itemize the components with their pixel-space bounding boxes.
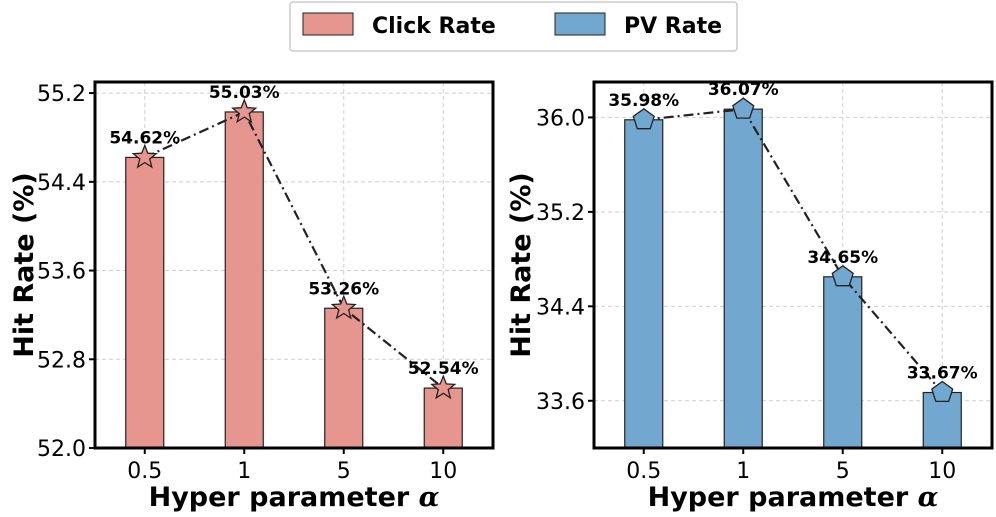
- right-trend-polyline: [643, 107, 944, 394]
- left-data-label: 54.62%: [109, 128, 180, 148]
- left-trend-line: [144, 110, 444, 389]
- left-markers: [131, 98, 457, 400]
- right-ytick-label: 36.0: [536, 106, 585, 131]
- right-plot-frame: [592, 80, 994, 450]
- right-data-labels: 35.98% 36.07% 34.65% 33.67%: [608, 80, 977, 383]
- left-ytick-label: 52.0: [37, 437, 86, 462]
- legend-swatch-pv-rate: [554, 12, 606, 36]
- right-bar: [922, 391, 962, 449]
- left-ytick-label: 52.8: [37, 348, 86, 373]
- left-star-marker: [430, 374, 457, 400]
- left-star-marker: [231, 98, 258, 124]
- right-data-label: 33.67%: [907, 364, 978, 384]
- right-xtick-label: 0.5: [626, 459, 661, 484]
- pv-rate-chart: 35.98% 36.07% 34.65% 33.67% 33.6 34.4 35.2 36.…: [506, 80, 994, 513]
- right-data-label: 35.98%: [608, 91, 679, 111]
- right-y-axis: 33.6 34.4 35.2 36.0: [536, 106, 594, 415]
- left-data-label: 52.54%: [408, 359, 479, 379]
- click-rate-chart: 54.62% 55.03% 53.26% 52.54% 52.0 52.8 53.6 54.…: [9, 80, 495, 513]
- right-bars: [624, 108, 962, 449]
- right-bar: [823, 276, 863, 449]
- right-bar: [723, 108, 763, 449]
- left-xtick-label: 0.5: [127, 459, 162, 484]
- left-ytick-label: 54.4: [37, 171, 86, 196]
- left-bars: [125, 111, 463, 449]
- left-data-labels: 54.62% 55.03% 53.26% 52.54%: [109, 83, 478, 379]
- legend-label-click-rate: Click Rate: [372, 14, 496, 39]
- left-ytick-label: 55.2: [37, 82, 86, 107]
- left-xtick-label: 10: [429, 459, 457, 484]
- right-x-axis-title: Hyper parameter α: [648, 482, 939, 513]
- right-xtick-label: 10: [928, 459, 956, 484]
- legend-label-pv-rate: PV Rate: [624, 14, 722, 39]
- right-ytick-label: 34.4: [536, 295, 585, 320]
- right-trend-line: [643, 107, 944, 394]
- right-ytick-label: 35.2: [536, 201, 585, 226]
- left-trend-polyline: [144, 110, 444, 389]
- right-xtick-label: 1: [736, 459, 750, 484]
- left-bar: [125, 156, 165, 449]
- left-plot-frame: [93, 80, 495, 450]
- right-data-label: 34.65%: [807, 248, 878, 268]
- right-ytick-label: 33.6: [536, 390, 585, 415]
- left-star-marker: [330, 294, 357, 320]
- left-y-axis: 52.0 52.8 53.6 54.4 55.2: [37, 82, 95, 462]
- left-star-marker: [131, 143, 158, 169]
- left-data-label: 55.03%: [209, 83, 280, 103]
- left-xtick-label: 1: [237, 459, 251, 484]
- right-pentagon-marker: [632, 107, 655, 130]
- left-xtick-label: 5: [337, 459, 351, 484]
- right-data-label: 36.07%: [708, 80, 779, 100]
- left-x-axis: 0.5 1 5 10: [127, 448, 457, 484]
- left-bar: [423, 387, 463, 449]
- right-xtick-label: 5: [836, 459, 850, 484]
- right-y-axis-title: Hit Rate (%): [506, 172, 537, 358]
- right-markers: [632, 97, 954, 403]
- legend: Click Rate PV Rate: [289, 1, 738, 52]
- right-pentagon-marker: [732, 97, 755, 119]
- left-data-label: 53.26%: [308, 279, 379, 299]
- legend-swatch-click-rate: [302, 12, 354, 36]
- right-x-axis: 0.5 1 5 10: [626, 448, 956, 484]
- left-y-axis-title: Hit Rate (%): [9, 172, 40, 358]
- left-x-axis-title: Hyper parameter α: [149, 482, 440, 513]
- left-ytick-label: 53.6: [37, 260, 86, 285]
- left-bar: [224, 111, 264, 449]
- left-bar: [324, 307, 364, 449]
- right-pentagon-marker: [931, 380, 954, 403]
- right-bar: [624, 119, 664, 449]
- legend-frame: [289, 1, 738, 52]
- right-pentagon-marker: [831, 264, 854, 287]
